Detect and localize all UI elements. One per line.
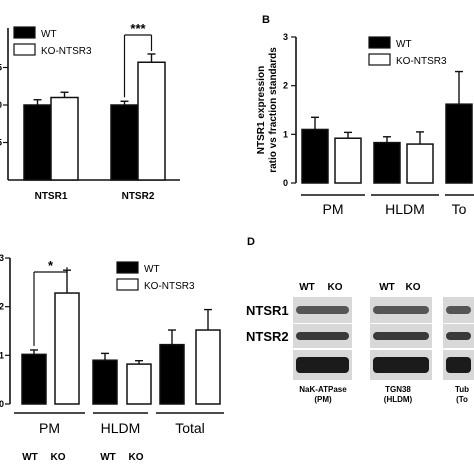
panel-c-chart: 3 2 1 0 PM HLDM Total * WT KO-NTSR3 WT KO WT KO bbox=[0, 253, 224, 463]
panel-c-category-label-0: PM bbox=[39, 420, 60, 436]
panel-b-category-label-0: PM bbox=[323, 201, 344, 217]
panel-b-error-pm-1 bbox=[344, 131, 352, 139]
panel-a-y-tick-label-0: .5 bbox=[0, 63, 2, 73]
panel-b-bar-pm-0 bbox=[301, 128, 329, 184]
panel-d-band-1-1 bbox=[373, 332, 429, 340]
panel-b-y-axis-label: NTSR1 expressionratio vs fraction standa… bbox=[256, 47, 279, 173]
panel-d-label: D bbox=[247, 236, 255, 248]
panel-c-error-pm-1 bbox=[63, 269, 71, 294]
panel-c-bottom-label-1: KO bbox=[51, 452, 66, 463]
panel-d-band-2-0 bbox=[296, 357, 349, 373]
panel-c-bar-total-1 bbox=[195, 329, 221, 405]
panel-a-error-ntsr1-1 bbox=[60, 91, 69, 98]
panel-d-fraction-label-2: Tub (To bbox=[455, 385, 469, 404]
panel-d-band-1-2 bbox=[446, 332, 471, 340]
panel-b-label: B bbox=[262, 14, 270, 26]
panel-c-bottom-label-0: WT bbox=[22, 452, 38, 463]
panel-d-band-1-0 bbox=[296, 332, 349, 340]
panel-b-legend-swatch-0 bbox=[368, 36, 391, 49]
panel-a-chart: .5 .0 .5 NTSR1 NTSR2 *** WT KO-NTSR3 bbox=[0, 21, 180, 202]
panel-c-significance: * bbox=[48, 258, 54, 273]
panel-c-y-tick-label-0: 3 bbox=[0, 253, 4, 263]
panel-c-bar-hldm-0 bbox=[92, 359, 118, 405]
panel-c-error-hldm-0 bbox=[101, 352, 109, 361]
panel-a-legend-label-1: KO-NTSR3 bbox=[41, 46, 92, 57]
panel-d-band-2-1 bbox=[373, 357, 429, 373]
panel-c-error-pm-0 bbox=[30, 349, 38, 355]
panel-c-category-label-2: Total bbox=[175, 420, 205, 436]
panel-c-bar-pm-0 bbox=[21, 353, 47, 405]
panel-b-bar-hldm-0 bbox=[373, 141, 401, 184]
panel-b-bar-to-0 bbox=[445, 103, 473, 184]
panel-d-lane-header-0: WT bbox=[299, 282, 315, 293]
panel-b-error-pm-0 bbox=[311, 116, 319, 130]
panel-a-legend-label-0: WT bbox=[41, 29, 57, 40]
panel-a-bar-ntsr2-0 bbox=[110, 104, 139, 181]
panel-d-western-blot: D WT KO WT KO NTSR1 NTSR2 NaK-ATPase (PM) TGN38 (H… bbox=[246, 236, 474, 404]
panel-a-error-ntsr2-0 bbox=[120, 100, 129, 105]
panel-c-y-tick-label-2: 1 bbox=[0, 350, 4, 360]
panel-a-bar-ntsr1-0 bbox=[23, 104, 52, 181]
panel-b-category-label-2: To bbox=[452, 201, 467, 217]
panel-c-bar-hldm-1 bbox=[126, 363, 152, 405]
panel-a-error-ntsr2-1 bbox=[147, 53, 156, 63]
panel-b-y-tick-label-0: 0 bbox=[283, 178, 288, 188]
panel-d-row-label-1: NTSR2 bbox=[246, 329, 289, 344]
panel-a-legend-swatch-1 bbox=[13, 43, 36, 56]
panel-d-lane-header-2: WT bbox=[379, 282, 395, 293]
panel-a-category-label-1: NTSR2 bbox=[122, 191, 155, 202]
panel-c-error-total-1 bbox=[204, 308, 212, 331]
panel-c-category-label-1: HLDM bbox=[101, 420, 141, 436]
panel-c-legend-swatch-0 bbox=[116, 261, 139, 274]
panel-b-legend-swatch-1 bbox=[368, 53, 391, 66]
panel-b-y-tick-label-3: 3 bbox=[283, 32, 288, 42]
panel-c-bottom-label-2: WT bbox=[100, 452, 116, 463]
panel-a-legend-swatch-0 bbox=[13, 26, 36, 39]
panel-a-category-label-0: NTSR1 bbox=[35, 191, 68, 202]
panel-d-lane-header-1: KO bbox=[328, 282, 343, 293]
panel-b-legend-label-0: WT bbox=[396, 39, 412, 50]
panel-d-fraction-label-0: NaK-ATPase (PM) bbox=[299, 385, 347, 404]
panel-d-band-0-1 bbox=[373, 306, 429, 314]
panel-c-y-tick-label-3: 0 bbox=[0, 399, 4, 409]
panel-d-band-0-0 bbox=[296, 306, 349, 314]
panel-b-bar-hldm-1 bbox=[406, 143, 434, 184]
panel-b-error-hldm-0 bbox=[383, 136, 391, 143]
panel-d-band-2-2 bbox=[446, 357, 471, 373]
panel-c-legend-label-1: KO-NTSR3 bbox=[144, 281, 195, 292]
panel-b-y-tick-label-1: 1 bbox=[283, 129, 288, 139]
panel-c-bar-total-0 bbox=[159, 343, 185, 405]
panel-a-significance: *** bbox=[130, 21, 146, 36]
panel-c-legend-label-0: WT bbox=[144, 264, 160, 275]
panel-c-y-tick-label-1: 2 bbox=[0, 302, 4, 312]
panel-d-fraction-label-1: TGN38 (HLDM) bbox=[384, 385, 413, 404]
panel-c-legend-swatch-1 bbox=[116, 278, 139, 291]
panel-a-y-tick-label-1: .0 bbox=[0, 100, 2, 110]
panel-d-lane-header-3: KO bbox=[406, 282, 421, 293]
panel-a-bar-ntsr1-1 bbox=[50, 96, 79, 181]
panel-c-bar-pm-1 bbox=[54, 292, 80, 405]
panel-c-bottom-label-3: KO bbox=[129, 452, 144, 463]
panel-b-chart: B 0 1 2 3 NTSR1 expressionratio vs fraction s… bbox=[256, 14, 474, 217]
panel-c-error-hldm-1 bbox=[135, 359, 143, 365]
panel-b-legend-label-1: KO-NTSR3 bbox=[396, 56, 447, 67]
panel-d-row-label-0: NTSR1 bbox=[246, 303, 289, 318]
panel-b-y-tick-label-2: 2 bbox=[283, 81, 288, 91]
panel-d-band-0-2 bbox=[446, 306, 471, 314]
panel-b-error-hldm-1 bbox=[416, 131, 424, 145]
panel-a-bar-ntsr2-1 bbox=[137, 61, 166, 181]
panel-b-category-label-1: HLDM bbox=[385, 201, 425, 217]
panel-b-error-to-0 bbox=[455, 70, 463, 105]
panel-c-error-total-0 bbox=[168, 329, 176, 345]
panel-b-bar-pm-1 bbox=[334, 137, 362, 184]
panel-a-y-tick-label-2: .5 bbox=[0, 138, 2, 148]
panel-a-error-ntsr1-0 bbox=[33, 99, 42, 105]
